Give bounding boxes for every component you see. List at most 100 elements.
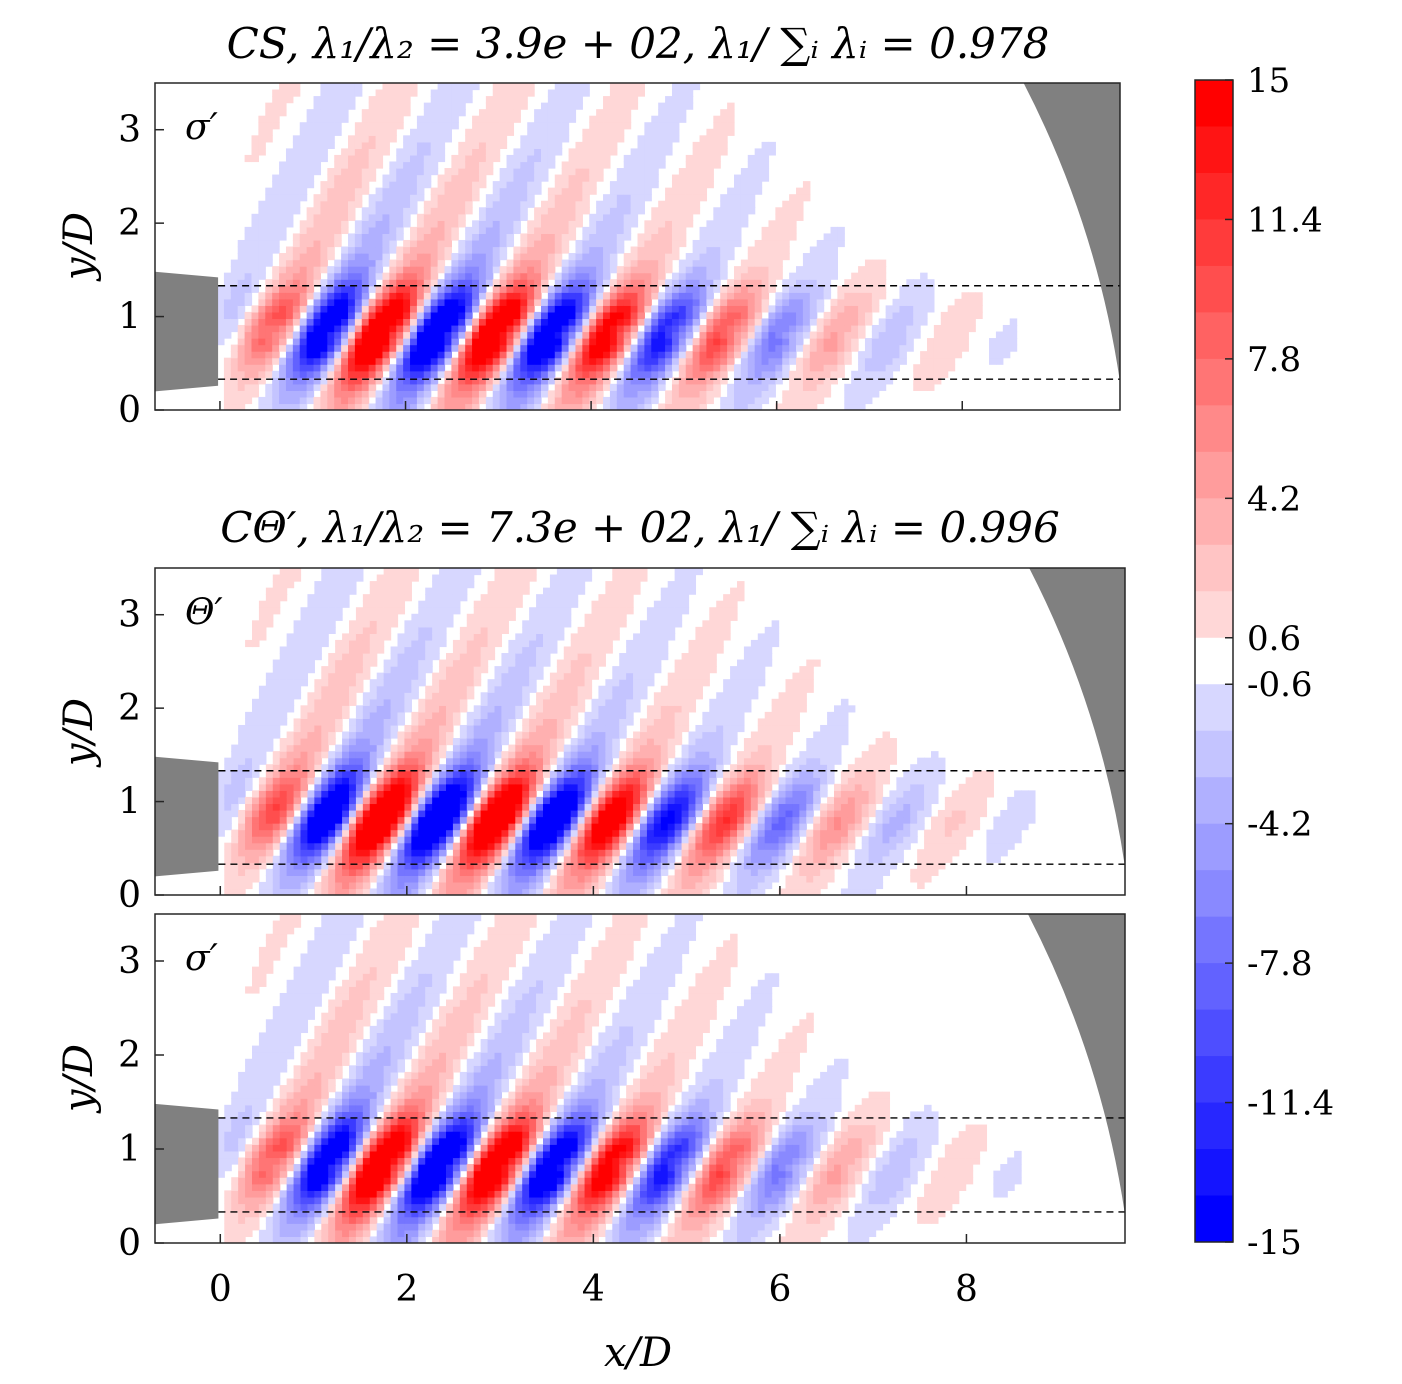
field-cell (349, 809, 357, 818)
field-cell (830, 351, 838, 359)
field-cell (444, 390, 452, 398)
field-cell (761, 390, 770, 398)
field-cell (342, 646, 350, 654)
field-cell (920, 311, 928, 320)
field-cell (665, 109, 673, 117)
field-cell (299, 174, 308, 182)
field-cell (685, 383, 694, 391)
field-cell (575, 292, 583, 300)
field-cell (306, 207, 315, 215)
field-cell (499, 351, 508, 359)
field-cell (720, 141, 728, 149)
field-cell (355, 770, 364, 778)
field-cell (425, 698, 433, 706)
field-cell (314, 751, 322, 759)
field-cell (279, 659, 288, 667)
field-cell (830, 324, 838, 333)
field-cell (720, 318, 728, 326)
field-cell (444, 253, 452, 261)
field-cell (458, 318, 466, 326)
field-cell (527, 135, 535, 143)
field-cell (823, 331, 832, 339)
field-cell (534, 338, 542, 346)
field-cell (665, 220, 673, 228)
field-cell (920, 383, 928, 391)
field-cell (940, 370, 949, 378)
field-cell (286, 679, 295, 687)
field-cell (430, 200, 439, 208)
field-cell (534, 187, 542, 195)
field-cell (499, 331, 508, 339)
field-cell (362, 829, 371, 837)
field-cell (416, 194, 425, 202)
field-cell (630, 311, 639, 320)
field-cell (527, 168, 535, 176)
field-cell (362, 672, 371, 680)
axes-frame (154, 82, 1121, 411)
field-cell (397, 783, 406, 791)
field-cell (314, 764, 322, 772)
field-cell (665, 102, 673, 110)
field-cell (492, 207, 501, 215)
field-cell (520, 213, 528, 221)
field-cell (644, 226, 652, 235)
field-cell (458, 161, 466, 169)
field-cell (713, 272, 721, 280)
field-cell (727, 403, 735, 410)
field-cell (658, 364, 666, 372)
field-cell (678, 168, 687, 176)
field-cell (871, 351, 880, 359)
field-cell (328, 724, 336, 733)
field-cell (279, 285, 287, 293)
field-cell (720, 122, 728, 130)
field-cell (451, 364, 459, 372)
field-cell (411, 672, 419, 680)
field-cell (596, 377, 604, 385)
field-cell (404, 823, 412, 831)
field-cell (368, 266, 377, 274)
field-cell (293, 862, 302, 870)
field-cell (279, 698, 288, 706)
field-cell (230, 377, 239, 385)
field-cell (349, 855, 357, 863)
field-cell (830, 253, 838, 261)
field-cell (321, 724, 329, 733)
field-cell (411, 829, 419, 837)
field-cell (423, 168, 432, 176)
field-cell (485, 253, 494, 261)
field-cell (389, 200, 397, 208)
field-cell (485, 154, 494, 163)
field-cell (292, 292, 301, 300)
field-cell (906, 285, 914, 293)
field-cell (541, 213, 549, 221)
field-cell (575, 181, 583, 189)
field-cell (383, 626, 392, 634)
field-cell (520, 102, 528, 110)
field-cell (341, 279, 349, 287)
field-cell (410, 318, 418, 326)
field-cell (320, 311, 328, 320)
field-cell (678, 331, 687, 339)
field-cell (816, 390, 825, 398)
field-cell (692, 141, 701, 149)
field-cell (706, 351, 714, 359)
field-cell (416, 298, 425, 306)
field-cell (328, 790, 336, 798)
field-cell (685, 89, 694, 97)
field-cell (334, 226, 342, 235)
field-cell (478, 383, 487, 391)
field-cell (768, 259, 776, 267)
field-cell (568, 383, 577, 391)
field-cell (410, 292, 418, 300)
field-cell (265, 816, 274, 824)
field-cell (293, 836, 302, 844)
field-cell (851, 285, 859, 293)
field-cell (341, 220, 349, 228)
field-cell (754, 285, 763, 293)
field-cell (568, 305, 577, 313)
field-cell (369, 836, 378, 844)
field-cell (361, 220, 370, 228)
field-cell (410, 148, 418, 156)
field-cell (272, 724, 281, 733)
field-cell (418, 783, 426, 791)
